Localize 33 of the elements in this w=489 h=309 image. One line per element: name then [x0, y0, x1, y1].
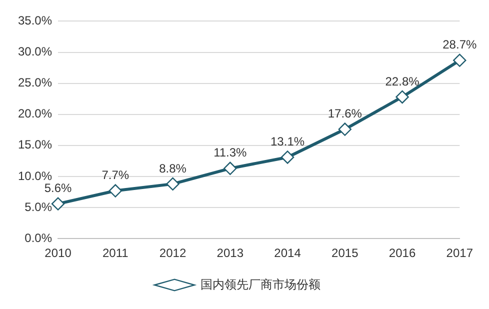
data-label: 28.7% [442, 38, 477, 52]
y-tick-label: 0.0% [24, 230, 52, 245]
point [108, 184, 122, 198]
legend-label: 国内领先厂商市场份额 [200, 277, 320, 292]
y-tick-label: 25.0% [18, 76, 52, 90]
y-tick-label: 35.0% [18, 14, 52, 28]
x-tick-label: 2015 [332, 246, 359, 260]
data-label: 17.6% [328, 106, 362, 121]
point [51, 197, 65, 210]
x-tick-label: 2010 [44, 246, 72, 260]
point [166, 177, 180, 191]
y-tick-label: 10.0% [18, 168, 52, 183]
point [224, 162, 237, 176]
point [396, 90, 409, 104]
x-tick-label: 2011 [102, 246, 129, 260]
y-tick-label: 5.0% [24, 200, 52, 214]
y-tick-label: 30.0% [18, 44, 52, 59]
x-tick-label: 2016 [388, 246, 416, 260]
point [280, 150, 294, 164]
data-label: 7.7% [102, 168, 130, 182]
x-tick-label: 2017 [446, 246, 474, 260]
x-tick-label: 2013 [216, 246, 244, 260]
data-label: 5.6% [44, 181, 72, 196]
x-tick-label: 2012 [159, 246, 186, 260]
x-tick-label: 2014 [274, 246, 302, 260]
y-tick-label: 20.0% [18, 106, 52, 121]
point [453, 54, 466, 67]
data-label: 11.3% [214, 146, 248, 160]
y-tick-label: 15.0% [18, 138, 52, 152]
data-label: 8.8% [159, 161, 187, 176]
data-label: 22.8% [385, 74, 420, 88]
point [338, 122, 352, 136]
data-label: 13.1% [270, 134, 305, 149]
